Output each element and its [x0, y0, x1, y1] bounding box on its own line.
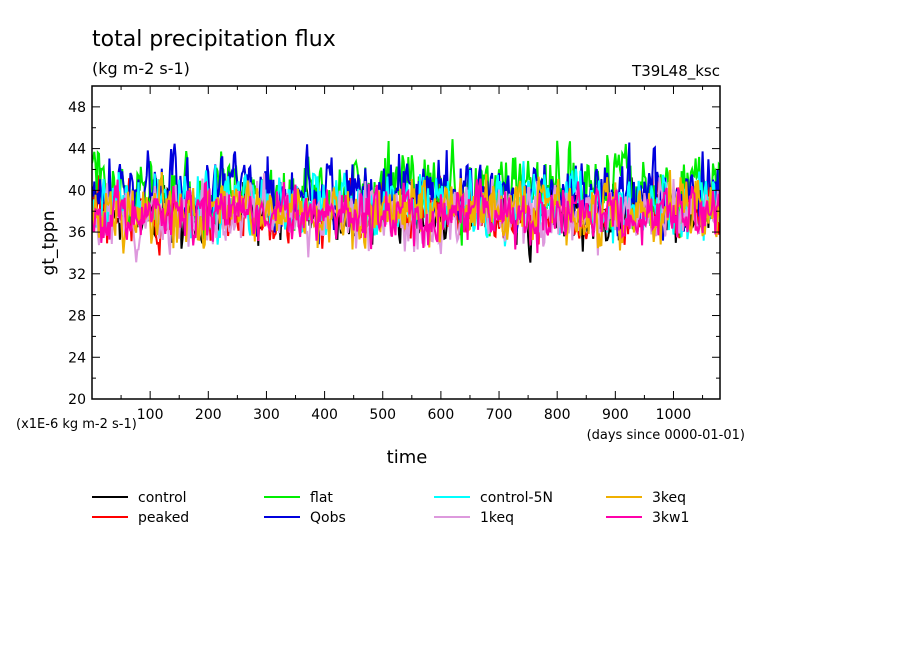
- series-line-3kw1: [92, 178, 720, 254]
- x-tick-label: 1000: [656, 407, 692, 423]
- run-label: T39L48_ksc: [631, 62, 720, 81]
- y-tick-label: 32: [68, 267, 86, 283]
- plot-lines: [92, 139, 720, 263]
- plot-axes: 100 200 300 400 500 600 700 800 900 1000 20 24 28 32 3…: [68, 85, 721, 423]
- x-tick-label: 700: [486, 407, 513, 423]
- y-tick-label: 28: [68, 309, 86, 325]
- legend: control peaked flat Qobs control-5N 1keq 3keq 3…: [92, 490, 689, 526]
- y-tick-label: 44: [68, 142, 86, 158]
- x-tick-label: 300: [253, 407, 280, 423]
- x-tick-label: 600: [428, 407, 455, 423]
- x-tick-label: 900: [602, 407, 629, 423]
- y-tick-label: 20: [68, 392, 86, 408]
- x-axis-label: time: [387, 447, 428, 468]
- x-tick-label: 400: [311, 407, 338, 423]
- chart-title: total precipitation flux: [92, 27, 336, 52]
- y-tick-label: 24: [68, 350, 86, 366]
- plot-frame: [91, 85, 721, 400]
- y-tick-label: 40: [68, 183, 86, 199]
- x-tick-label: 500: [369, 407, 396, 423]
- y-tick-label: 36: [68, 225, 86, 241]
- y-unit-note: (x1E-6 kg m-2 s-1): [16, 417, 137, 432]
- y-tick-label: 48: [68, 100, 86, 116]
- chart-subtitle: (kg m-2 s-1): [92, 59, 190, 78]
- x-tick-label: 200: [195, 407, 222, 423]
- legend-label-flat: flat: [310, 490, 333, 506]
- legend-label-control-5n: control-5N: [480, 490, 553, 506]
- legend-label-3keq: 3keq: [652, 490, 686, 506]
- legend-label-qobs: Qobs: [310, 510, 346, 526]
- x-unit-note: (days since 0000-01-01): [587, 428, 745, 443]
- legend-label-1keq: 1keq: [480, 510, 514, 526]
- y-axis-label: gt_tppn: [39, 211, 59, 276]
- x-tick-label: 800: [544, 407, 571, 423]
- legend-label-3kw1: 3kw1: [652, 510, 689, 526]
- x-tick-label: 100: [137, 407, 164, 423]
- legend-label-control: control: [138, 490, 187, 506]
- legend-label-peaked: peaked: [138, 510, 189, 526]
